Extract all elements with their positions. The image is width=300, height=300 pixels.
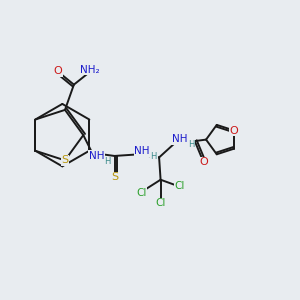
Text: O: O <box>199 158 208 167</box>
Text: H: H <box>104 158 111 166</box>
Text: NH: NH <box>172 134 188 144</box>
Text: Cl: Cl <box>155 199 166 208</box>
Text: S: S <box>61 155 68 165</box>
Text: Cl: Cl <box>136 188 146 198</box>
Text: NH: NH <box>89 151 104 161</box>
Text: H: H <box>188 140 194 149</box>
Text: H: H <box>151 152 157 161</box>
Text: O: O <box>53 66 62 76</box>
Text: O: O <box>230 125 239 136</box>
Text: S: S <box>111 172 118 182</box>
Text: NH: NH <box>134 146 150 156</box>
Text: Cl: Cl <box>175 181 185 191</box>
Text: NH₂: NH₂ <box>80 65 100 75</box>
